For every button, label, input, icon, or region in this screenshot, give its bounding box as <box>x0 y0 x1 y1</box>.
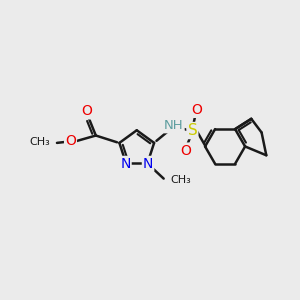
Text: O: O <box>65 134 76 148</box>
Text: O: O <box>191 103 202 117</box>
Text: CH₃: CH₃ <box>170 176 191 185</box>
Text: NH: NH <box>164 119 184 132</box>
Text: N: N <box>120 157 130 171</box>
Text: S: S <box>188 123 197 138</box>
Text: O: O <box>180 143 191 158</box>
Text: N: N <box>143 157 153 171</box>
Text: CH₃: CH₃ <box>30 137 50 147</box>
Text: O: O <box>81 104 92 118</box>
